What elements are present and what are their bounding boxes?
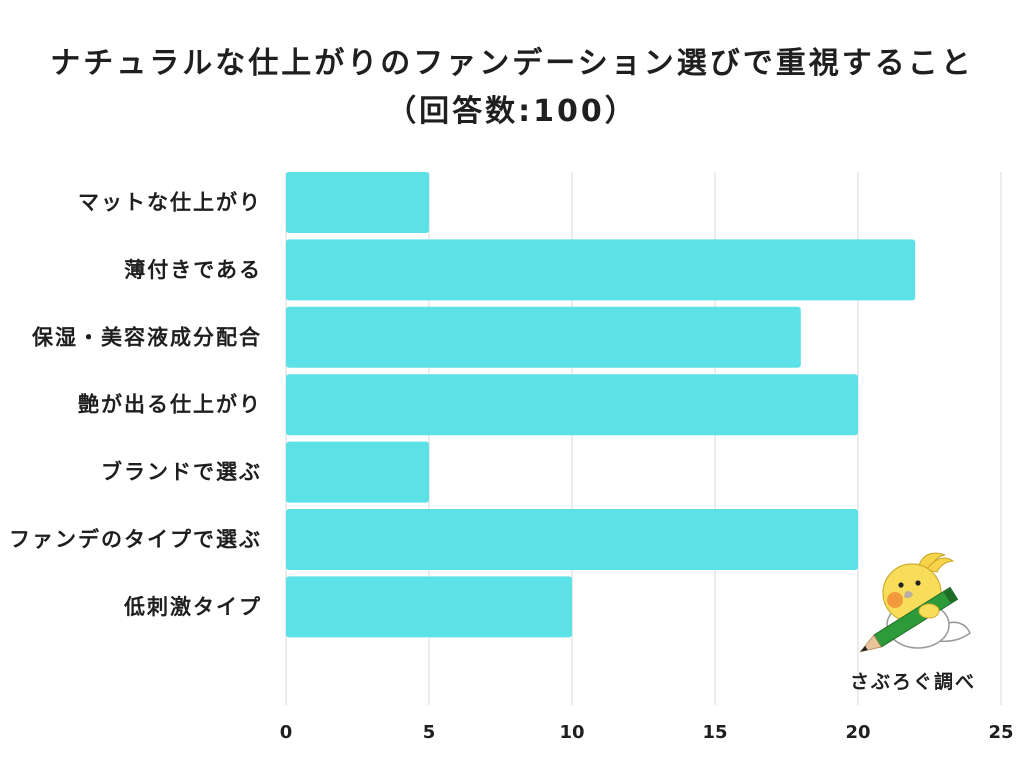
bars — [286, 172, 916, 638]
x-tick-label: 20 — [845, 722, 870, 743]
x-axis-tick-labels: 0 5 10 15 20 25 — [280, 722, 1014, 743]
bird-mascot-icon — [859, 552, 971, 653]
bird-beak — [904, 591, 913, 599]
bar — [286, 374, 858, 436]
category-label: 艶が出る仕上がり — [78, 393, 262, 417]
bird-eye — [915, 580, 921, 586]
bird-crest — [925, 557, 955, 573]
chart-subtitle: （回答数:100） — [386, 94, 638, 129]
category-label: マットな仕上がり — [78, 191, 262, 215]
bar — [286, 172, 429, 233]
chart-title: ナチュラルな仕上がりのファンデーション選びで重視すること — [50, 46, 973, 81]
bird-eye — [898, 582, 904, 588]
source-credit: さぶろぐ調べ — [850, 670, 976, 693]
category-label: 保湿・美容液成分配合 — [31, 325, 262, 349]
pencil-icon — [859, 586, 959, 653]
bar — [286, 441, 429, 503]
x-tick-label: 10 — [559, 722, 584, 743]
category-label: ファンデのタイプで選ぶ — [9, 528, 262, 552]
x-tick-label: 15 — [702, 722, 727, 743]
category-labels: マットな仕上がり薄付きである保湿・美容液成分配合艶が出る仕上がりブランドで選ぶフ… — [9, 191, 262, 619]
x-tick-label: 25 — [988, 722, 1013, 743]
bar — [286, 306, 801, 368]
bar — [286, 509, 858, 570]
bar — [286, 576, 572, 638]
category-label: 薄付きである — [124, 258, 262, 282]
x-tick-label: 5 — [423, 722, 436, 743]
x-tick-label: 0 — [280, 722, 293, 743]
bird-wing — [918, 603, 940, 619]
bar — [286, 239, 916, 301]
category-label: ブランドで選ぶ — [101, 460, 262, 484]
bird-cheek — [887, 592, 903, 608]
category-label: 低刺激タイプ — [123, 595, 262, 619]
